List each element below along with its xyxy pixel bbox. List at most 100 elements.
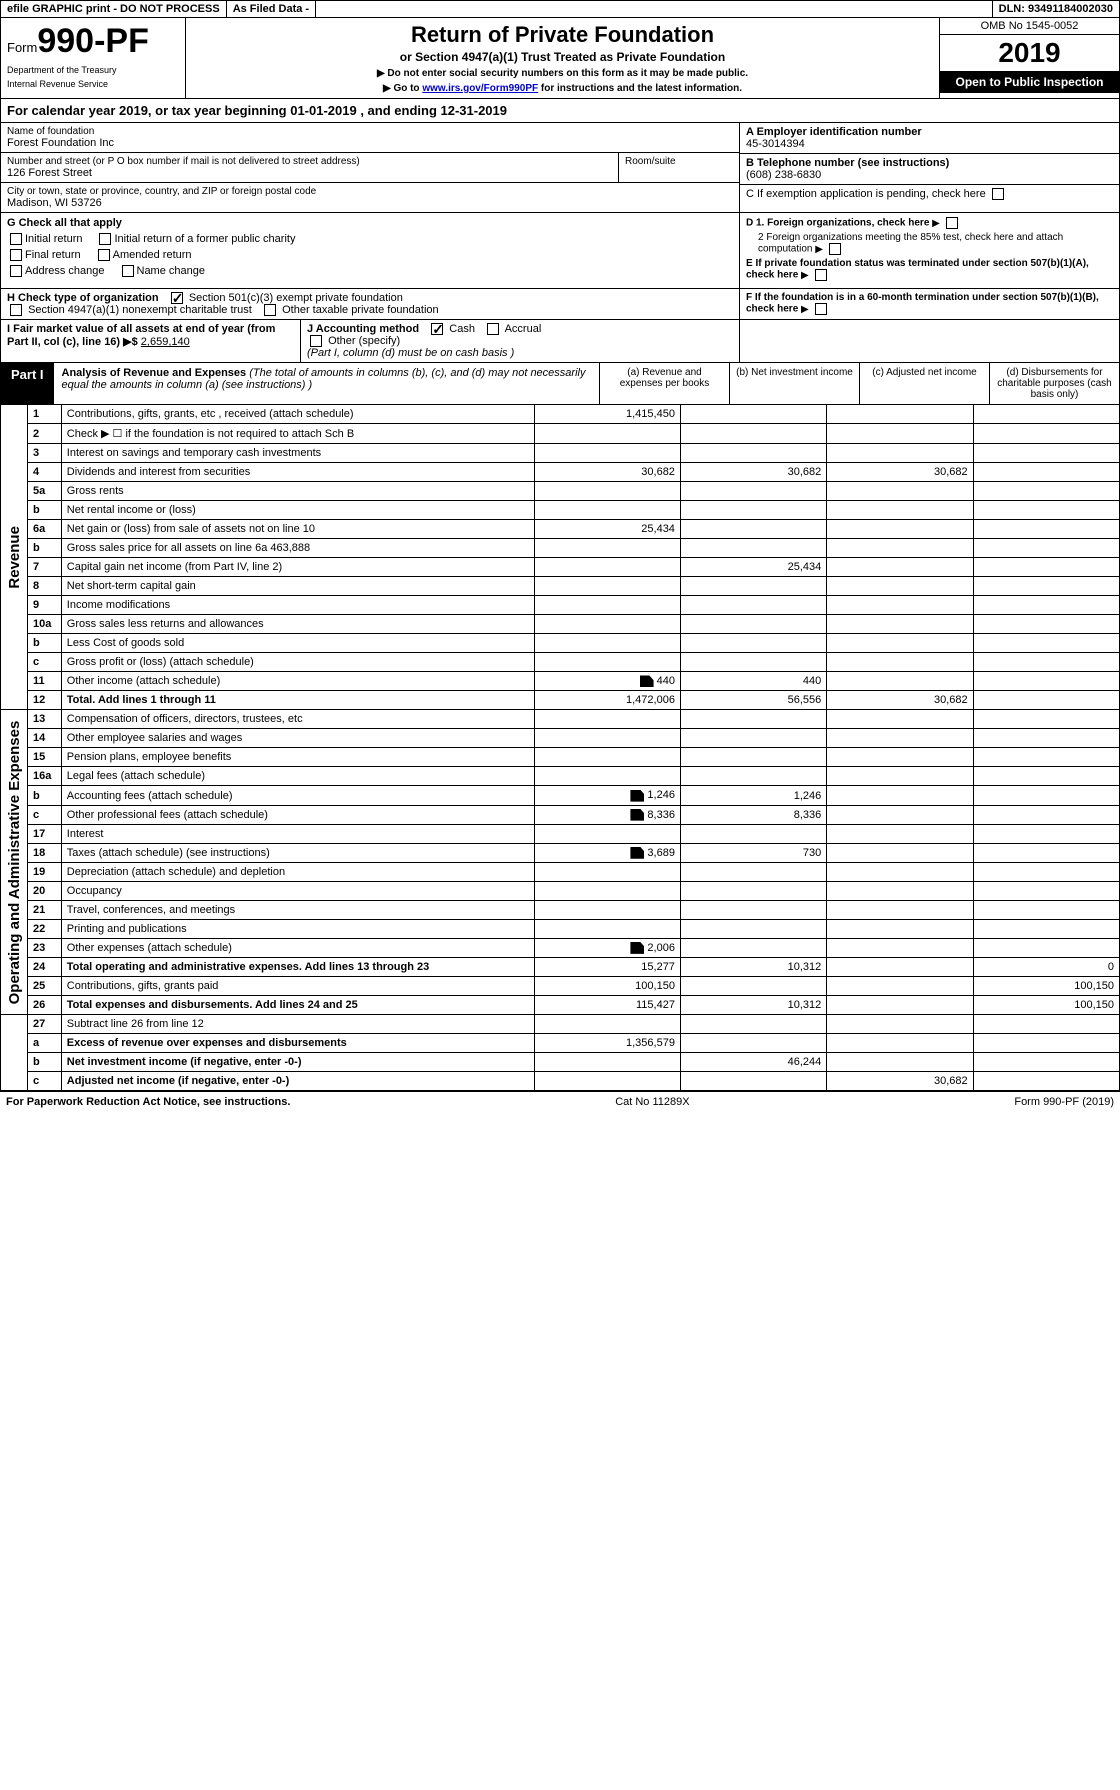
- value-cell: [973, 1071, 1119, 1090]
- table-row: bNet rental income or (loss): [1, 501, 1120, 520]
- line-desc: Dividends and interest from securities: [61, 463, 534, 482]
- j-accrual-checkbox[interactable]: [487, 323, 499, 335]
- value-cell: [680, 615, 826, 634]
- g-opt-3[interactable]: Amended return: [95, 249, 192, 261]
- j-cash-checkbox[interactable]: [431, 323, 443, 335]
- side-label: Operating and Administrative Expenses: [1, 710, 28, 1014]
- line-desc: Net gain or (loss) from sale of assets n…: [61, 520, 534, 539]
- value-cell: [827, 824, 973, 843]
- attachment-icon: [630, 809, 644, 821]
- value-cell: 8,336: [680, 805, 826, 824]
- g-opt-5[interactable]: Name change: [119, 265, 206, 277]
- c-label: C If exemption application is pending, c…: [746, 188, 986, 200]
- table-row: 9Income modifications: [1, 596, 1120, 615]
- arrow-icon: ▶: [815, 244, 823, 255]
- value-cell: [827, 786, 973, 805]
- line-num: 6a: [28, 520, 62, 539]
- dept-irs: Internal Revenue Service: [7, 79, 179, 89]
- ein-label: A Employer identification number: [746, 126, 1113, 138]
- value-cell: [973, 843, 1119, 862]
- room-label: Room/suite: [625, 156, 733, 167]
- value-cell: [973, 691, 1119, 710]
- line-num: 8: [28, 577, 62, 596]
- table-row: 24Total operating and administrative exp…: [1, 957, 1120, 976]
- form-prefix: Form: [7, 40, 37, 55]
- value-cell: [827, 424, 973, 444]
- value-cell: 1,246: [680, 786, 826, 805]
- line-desc: Total expenses and disbursements. Add li…: [61, 995, 534, 1014]
- value-cell: [827, 862, 973, 881]
- line-num: c: [28, 805, 62, 824]
- value-cell: [827, 729, 973, 748]
- value-cell: 8,336: [534, 805, 680, 824]
- ein-value: 45-3014394: [746, 138, 1113, 150]
- line-desc: Gross profit or (loss) (attach schedule): [61, 653, 534, 672]
- value-cell: [973, 520, 1119, 539]
- efile-notice: efile GRAPHIC print - DO NOT PROCESS: [1, 1, 227, 17]
- value-cell: 1,415,450: [534, 405, 680, 424]
- h-opt2-checkbox[interactable]: [10, 304, 22, 316]
- phone-cell: B Telephone number (see instructions) (6…: [740, 154, 1119, 185]
- g-opt-0-label: Initial return: [25, 233, 82, 245]
- value-cell: [973, 786, 1119, 805]
- value-cell: [973, 805, 1119, 824]
- line-desc: Other expenses (attach schedule): [61, 938, 534, 957]
- value-cell: [534, 653, 680, 672]
- side-label-empty: [1, 1014, 28, 1090]
- value-cell: [534, 824, 680, 843]
- header-mid: Return of Private Foundation or Section …: [186, 18, 939, 98]
- d2-checkbox[interactable]: [829, 243, 841, 255]
- line-num: c: [28, 1071, 62, 1090]
- line-num: 5a: [28, 482, 62, 501]
- h-opt1-checkbox[interactable]: [171, 292, 183, 304]
- g-opt-1[interactable]: Initial return of a former public charit…: [96, 233, 295, 245]
- col-d-header: (d) Disbursements for charitable purpose…: [989, 363, 1119, 404]
- header-right: OMB No 1545-0052 2019 Open to Public Ins…: [939, 18, 1119, 98]
- value-cell: [827, 767, 973, 786]
- checkbox-icon: [10, 249, 22, 261]
- value-cell: 100,150: [973, 995, 1119, 1014]
- table-row: 26Total expenses and disbursements. Add …: [1, 995, 1120, 1014]
- value-cell: [973, 596, 1119, 615]
- g-opt-2[interactable]: Final return: [7, 249, 81, 261]
- value-cell: [680, 539, 826, 558]
- i-value: 2,659,140: [141, 336, 190, 348]
- line-desc: Contributions, gifts, grants, etc , rece…: [61, 405, 534, 424]
- value-cell: 15,277: [534, 957, 680, 976]
- j-other-checkbox[interactable]: [310, 335, 322, 347]
- value-cell: [827, 938, 973, 957]
- instr-2-pre: ▶ Go to: [383, 83, 422, 94]
- form-number: Form990-PF: [7, 22, 179, 61]
- c-checkbox[interactable]: [992, 188, 1004, 200]
- line-desc: Total operating and administrative expen…: [61, 957, 534, 976]
- h-opt3-checkbox[interactable]: [264, 304, 276, 316]
- irs-link[interactable]: www.irs.gov/Form990PF: [422, 83, 538, 94]
- table-row: 25Contributions, gifts, grants paid100,1…: [1, 976, 1120, 995]
- table-row: 2Check ▶ ☐ if the foundation is not requ…: [1, 424, 1120, 444]
- j-note: (Part I, column (d) must be on cash basi…: [307, 347, 514, 359]
- table-row: 21Travel, conferences, and meetings: [1, 900, 1120, 919]
- footer-mid: Cat No 11289X: [615, 1096, 689, 1108]
- part1-header: Part I Analysis of Revenue and Expenses …: [0, 363, 1120, 405]
- e-checkbox[interactable]: [815, 269, 827, 281]
- checkbox-icon: [98, 249, 110, 261]
- line-num: 21: [28, 900, 62, 919]
- value-cell: [973, 653, 1119, 672]
- value-cell: [827, 1033, 973, 1052]
- f-checkbox[interactable]: [815, 303, 827, 315]
- line-desc: Occupancy: [61, 881, 534, 900]
- line-num: b: [28, 1052, 62, 1071]
- line-num: b: [28, 634, 62, 653]
- g-opt-4[interactable]: Address change: [7, 265, 105, 277]
- value-cell: [973, 444, 1119, 463]
- line-desc: Adjusted net income (if negative, enter …: [61, 1071, 534, 1090]
- line-desc: Gross rents: [61, 482, 534, 501]
- value-cell: [534, 596, 680, 615]
- form-num: 990-PF: [37, 22, 149, 60]
- line-desc: Net investment income (if negative, ente…: [61, 1052, 534, 1071]
- value-cell: [680, 577, 826, 596]
- d1-checkbox[interactable]: [946, 217, 958, 229]
- ij-right-spacer: [739, 320, 1119, 362]
- g-opt-0[interactable]: Initial return: [7, 233, 82, 245]
- value-cell: [680, 729, 826, 748]
